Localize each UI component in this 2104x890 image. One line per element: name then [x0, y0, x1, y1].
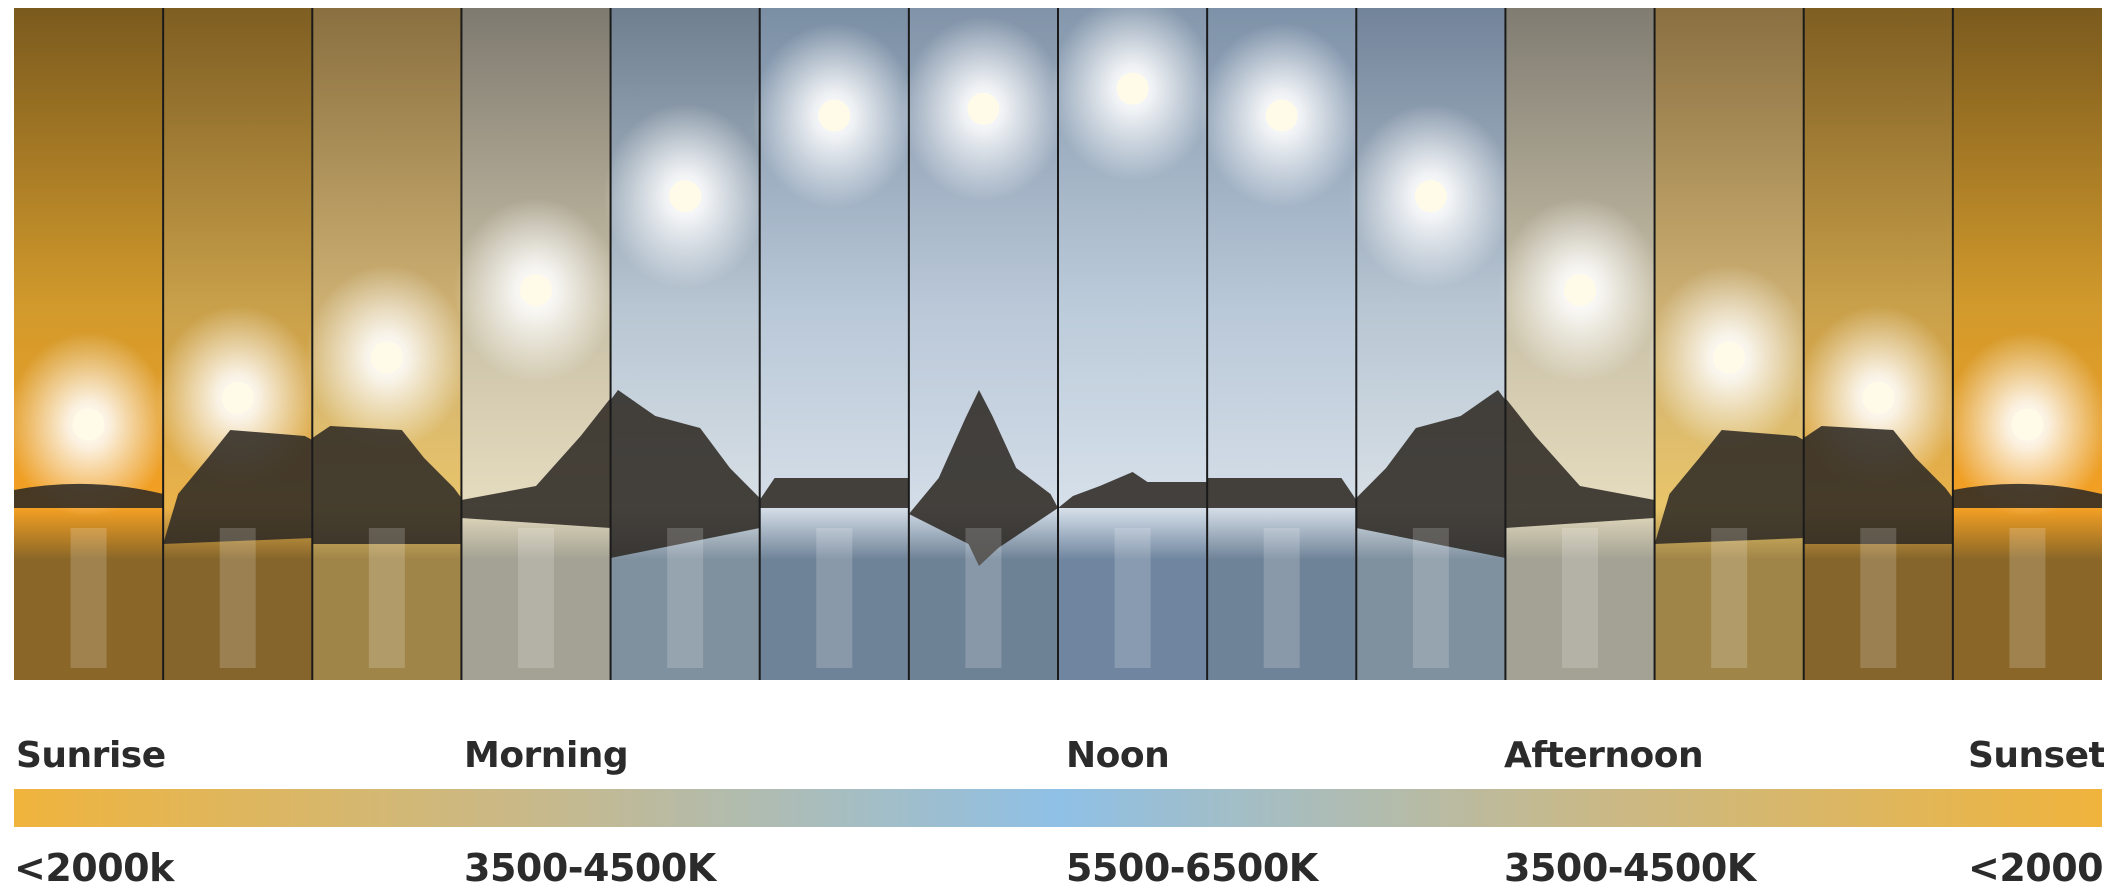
landform: [1654, 430, 1804, 544]
sun-reflection: [1711, 528, 1748, 668]
landform: [461, 398, 611, 528]
water: [14, 508, 164, 680]
panel-11: [1647, 8, 1812, 680]
panel-12: [1796, 8, 1961, 680]
panel-4: [603, 8, 768, 680]
temp-noon: 5500-6500K: [1066, 846, 1318, 890]
panel-8: [1199, 8, 1364, 680]
sun-reflection: [667, 528, 704, 668]
water: [1058, 508, 1208, 680]
sun: [2011, 408, 2044, 441]
label-morning: Morning: [464, 735, 629, 776]
water: [759, 508, 910, 680]
panel-5: [752, 8, 917, 680]
landform: [163, 430, 313, 544]
sun-reflection: [1412, 528, 1449, 668]
landform: [1356, 390, 1506, 558]
sun-reflection: [965, 528, 1002, 668]
sun-reflection: [518, 528, 554, 668]
panel-2: [304, 8, 469, 680]
landform: [610, 390, 760, 558]
panel-6: [901, 8, 1066, 680]
water: [1207, 508, 1357, 680]
temp-afternoon: 3500-4500K: [1504, 846, 1756, 890]
temp-morning: 3500-4500K: [464, 846, 716, 890]
water: [1505, 508, 1656, 680]
landform: [1952, 483, 2102, 508]
scene-svg: [14, 8, 2102, 680]
sun-reflection: [368, 528, 405, 668]
sun: [1862, 381, 1895, 414]
label-afternoon: Afternoon: [1504, 735, 1704, 776]
temp-sunset: <2000K: [1968, 846, 2104, 890]
panel-13: [1945, 8, 2102, 680]
panel-0: [14, 8, 171, 680]
label-noon: Noon: [1066, 735, 1170, 776]
label-sunrise: Sunrise: [16, 735, 166, 776]
time-of-day-panels: [14, 8, 2102, 680]
landform: [1803, 426, 1953, 544]
sun: [1414, 180, 1447, 213]
sun: [520, 274, 552, 307]
sun-reflection: [2009, 528, 2046, 668]
sun-reflection: [1860, 528, 1897, 668]
color-temperature-bar: [14, 789, 2102, 827]
sun-reflection: [1263, 528, 1300, 668]
sun: [72, 408, 105, 441]
landform: [1505, 398, 1655, 528]
temp-sunrise: <2000k: [14, 846, 174, 890]
water: [461, 508, 612, 680]
sun: [221, 381, 254, 414]
panel-3: [453, 8, 619, 680]
sun-reflection: [70, 528, 107, 668]
landform: [312, 426, 462, 544]
landform: [1207, 478, 1357, 508]
sun: [1116, 72, 1149, 105]
label-sunset: Sunset: [1968, 735, 2104, 776]
sun: [818, 99, 851, 132]
sun: [1265, 99, 1298, 132]
sun: [1713, 341, 1746, 374]
landform: [1058, 472, 1208, 508]
panel-1: [155, 8, 320, 680]
sun: [370, 341, 403, 374]
sun-reflection: [816, 528, 853, 668]
panel-9: [1348, 8, 1513, 680]
water: [1952, 508, 2102, 680]
panel-7: [1050, 8, 1215, 680]
sun-reflection: [1562, 528, 1598, 668]
landform: [759, 478, 909, 508]
panel-10: [1497, 8, 1663, 680]
landform: [14, 483, 164, 508]
sun-reflection: [1114, 528, 1151, 668]
sun: [967, 92, 1000, 125]
landform: [908, 390, 1058, 566]
sun-reflection: [219, 528, 256, 668]
sun: [1564, 274, 1596, 307]
sun: [669, 180, 702, 213]
